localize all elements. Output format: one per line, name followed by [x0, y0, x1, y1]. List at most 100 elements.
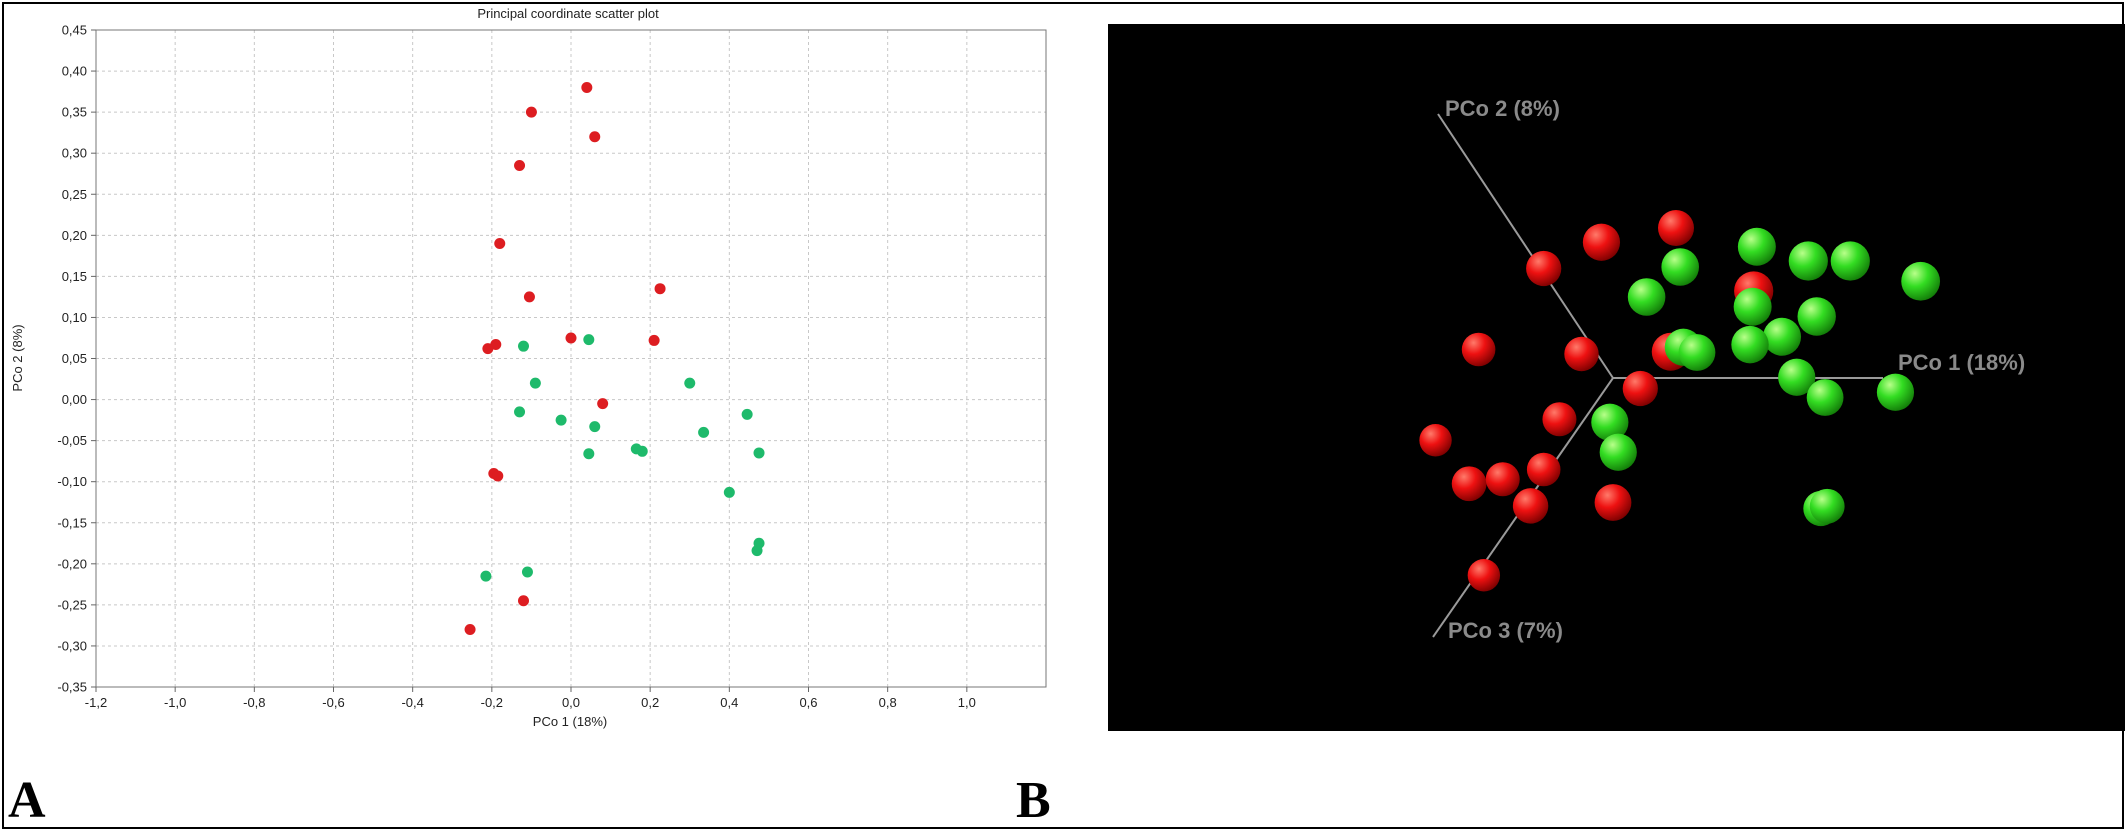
y-axis-label: PCo 2 (8%) — [10, 324, 25, 391]
data-point-series-2 — [521, 566, 533, 578]
x-tick-label: -0,4 — [401, 695, 423, 710]
sphere-point-series-2 — [1627, 278, 1666, 316]
panel-letter-b: B — [1016, 772, 1051, 829]
sphere-point-series-1 — [1485, 462, 1520, 497]
y-tick-label: 0,35 — [62, 105, 87, 120]
sphere-point-series-2 — [1599, 433, 1637, 471]
data-point-series-1 — [597, 398, 609, 410]
sphere-point-series-2 — [1788, 241, 1828, 281]
panel-b: PCo 1 (18%) PCo 2 (8%) PCo 3 (7%) — [1108, 24, 2125, 731]
sphere-point-series-2 — [1806, 379, 1844, 416]
axis-ticks: -1,2 -1,0 -0,8 -0,6 -0,4 -0,2 0,0 0,2 0,4 0,6 0,8 1… — [57, 23, 976, 711]
x-tick-label: -0,8 — [243, 695, 265, 710]
data-point-series-1 — [648, 334, 660, 346]
data-point-series-2 — [636, 445, 648, 457]
sphere-point-series-1 — [1542, 402, 1577, 437]
x-tick-label: -1,0 — [164, 695, 186, 710]
x-axis-label: PCo 1 (18%) — [533, 714, 607, 729]
pco3-axis-label: PCo 3 (7%) — [1448, 618, 1563, 643]
data-point-series-2 — [753, 447, 765, 459]
y-tick-label: 0,15 — [62, 269, 87, 284]
sphere-point-series-1 — [1461, 332, 1496, 367]
sphere-point-series-1 — [1419, 424, 1452, 457]
sphere-point-series-2 — [1876, 373, 1915, 411]
data-point-series-1 — [518, 595, 529, 607]
data-point-series-1 — [492, 470, 504, 482]
panel-letter-a: A — [8, 772, 46, 829]
sphere-point-series-2 — [1797, 297, 1836, 336]
x-tick-label: 1,0 — [958, 695, 976, 710]
y-tick-label: 0,45 — [62, 23, 87, 38]
data-point-series-2 — [583, 448, 595, 460]
data-point-series-2 — [529, 377, 541, 389]
sphere-point-series-2 — [1737, 227, 1776, 266]
sphere-point-series-1 — [1658, 210, 1694, 246]
data-point-series-2 — [480, 570, 492, 582]
y-tick-label: -0,05 — [57, 433, 87, 448]
y-tick-label: -0,30 — [57, 638, 87, 653]
data-point-series-2 — [698, 426, 710, 438]
chart-title: Principal coordinate scatter plot — [477, 6, 659, 21]
sphere-point-series-2 — [1733, 287, 1772, 326]
x-tick-label: 0,6 — [799, 695, 817, 710]
panel-a: Principal coordinate scatter plot -1,2 -1… — [0, 0, 1060, 833]
x-tick-label: 0,2 — [641, 695, 659, 710]
y-tick-label: 0,00 — [62, 392, 87, 407]
data-points — [464, 81, 765, 636]
y-tick-label: 0,05 — [62, 351, 87, 366]
x-tick-label: -0,2 — [481, 695, 503, 710]
sphere-point-series-1 — [1564, 336, 1599, 372]
y-tick-label: -0,15 — [57, 515, 87, 530]
x-tick-label: 0,4 — [720, 695, 738, 710]
pco-2d-scatter-chart: Principal coordinate scatter plot -1,2 -1… — [10, 6, 1047, 729]
data-point-series-1 — [589, 131, 601, 143]
pco1-axis-label: PCo 1 (18%) — [1898, 350, 2025, 375]
data-point-series-1 — [523, 291, 535, 303]
x-tick-label: -0,6 — [322, 695, 344, 710]
data-point-series-2 — [684, 377, 696, 389]
projection-axes — [1432, 113, 1883, 638]
y-tick-label: 0,10 — [62, 310, 87, 325]
sphere-point-series-2 — [1809, 488, 1845, 524]
sphere-point-series-1 — [1512, 488, 1549, 524]
data-point-series-2 — [751, 545, 763, 557]
pco-3d-scatter-chart: PCo 1 (18%) PCo 2 (8%) PCo 3 (7%) — [1419, 96, 2025, 643]
y-tick-label: -0,20 — [57, 556, 87, 571]
sphere-point-series-2 — [1763, 317, 1802, 356]
grid-lines — [95, 29, 1046, 688]
data-point-series-2 — [583, 334, 595, 346]
sphere-point-series-2 — [1901, 261, 1941, 301]
data-point-series-2 — [514, 406, 526, 418]
pco2-axis-label: PCo 2 (8%) — [1445, 96, 1560, 121]
data-point-series-1 — [514, 160, 526, 172]
data-point-series-2 — [741, 408, 753, 420]
data-point-series-2 — [555, 414, 567, 426]
data-point-series-2 — [723, 486, 735, 498]
sphere-point-series-2 — [1731, 325, 1769, 364]
data-point-series-1 — [494, 238, 506, 250]
y-tick-label: 0,20 — [62, 228, 87, 243]
sphere-point-series-2 — [1591, 403, 1629, 441]
sphere-point-series-1 — [1594, 484, 1632, 521]
sphere-point-series-1 — [1582, 223, 1621, 261]
y-tick-label: -0,10 — [57, 474, 87, 489]
sphere-point-series-1 — [1526, 452, 1561, 487]
sphere-point-series-2 — [1778, 358, 1816, 396]
sphere-point-series-1 — [1526, 250, 1562, 287]
sphere-point-series-1 — [1451, 466, 1487, 502]
sphere-point-series-1 — [1622, 370, 1658, 407]
sphere-point-series-2 — [1678, 334, 1716, 371]
sphere-point-series-1 — [1467, 559, 1501, 592]
data-point-series-1 — [565, 332, 577, 344]
data-point-series-1 — [464, 624, 476, 636]
x-tick-label: 0,8 — [879, 695, 897, 710]
pco2-axis-line — [1437, 113, 1614, 379]
x-tick-label: 0,0 — [562, 695, 580, 710]
y-tick-label: 0,25 — [62, 187, 87, 202]
data-point-series-1 — [482, 343, 494, 355]
y-tick-label: -0,25 — [57, 597, 87, 612]
y-tick-label: 0,40 — [62, 64, 87, 79]
data-point-series-1 — [581, 81, 593, 93]
y-tick-label: -0,35 — [57, 680, 87, 695]
x-tick-label: -1,2 — [85, 695, 107, 710]
